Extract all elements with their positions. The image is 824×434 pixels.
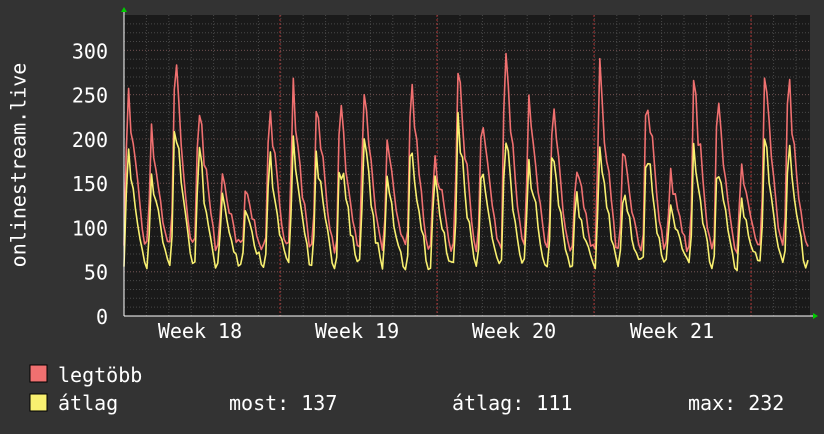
x-tick-label: Week 21 xyxy=(630,319,714,343)
axes xyxy=(121,7,818,319)
legend-label-legtobb: legtöbb xyxy=(58,363,142,387)
x-axis-arrow xyxy=(813,313,818,319)
y-tick-label: 50 xyxy=(84,261,108,285)
y-tick-label: 300 xyxy=(72,39,108,63)
y-axis-arrow xyxy=(121,7,127,12)
stat-average: átlag: 111 xyxy=(452,391,572,415)
y-axis-label: onlinestream.live xyxy=(7,63,31,268)
y-tick-label: 0 xyxy=(96,305,108,329)
x-tick-label: Week 18 xyxy=(158,319,242,343)
y-tick-label: 250 xyxy=(72,84,108,108)
legend-label-atlag: átlag xyxy=(58,391,118,415)
stat-max: max: 232 xyxy=(688,391,784,415)
tick-labels: 0 50 100 150 200 250 300 Week 18 Week 19 Week 20 W… xyxy=(72,39,714,343)
y-tick-label: 100 xyxy=(72,216,108,240)
x-tick-label: Week 20 xyxy=(472,319,556,343)
legend-swatch-legtobb xyxy=(29,364,48,383)
y-tick-label: 150 xyxy=(72,172,108,196)
legend-swatch-atlag xyxy=(29,393,48,412)
series-line-atlag xyxy=(123,111,809,272)
x-tick-label: Week 19 xyxy=(315,319,399,343)
series-lines xyxy=(123,52,809,272)
stat-now: most: 137 xyxy=(229,391,337,415)
grid xyxy=(124,15,810,317)
series-line-legtobb xyxy=(123,52,809,254)
y-tick-label: 200 xyxy=(72,128,108,152)
